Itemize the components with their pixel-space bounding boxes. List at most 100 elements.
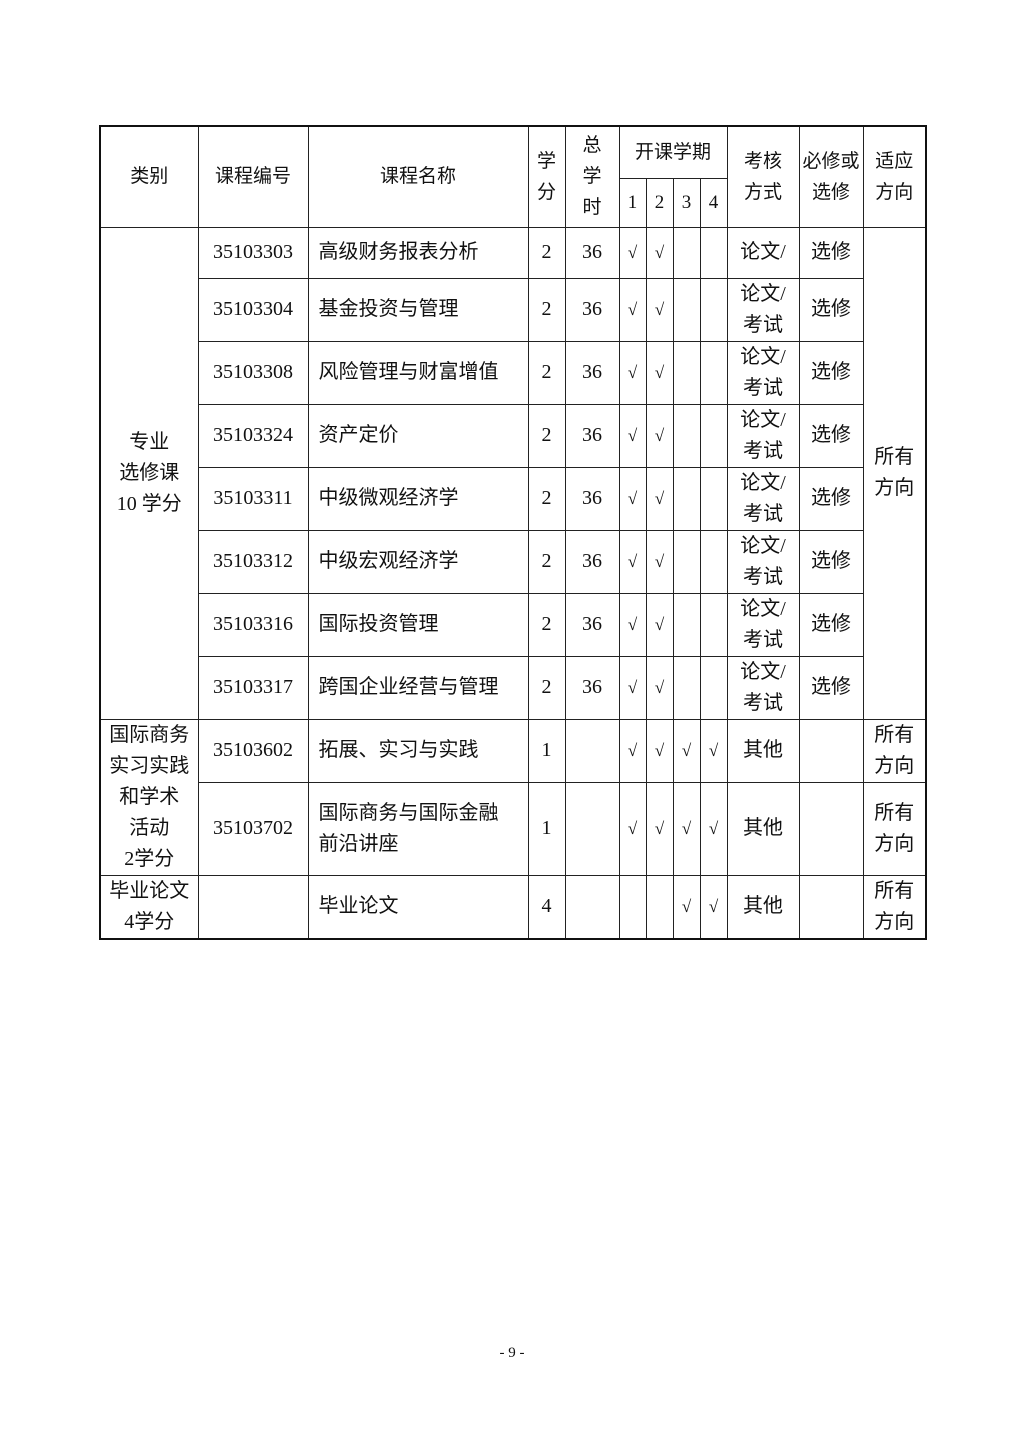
semester-4-empty bbox=[699, 340, 728, 405]
required-or-elective bbox=[798, 718, 864, 783]
course-name: 国际投资管理 bbox=[307, 592, 529, 657]
direction-cell: 所有 方向 bbox=[862, 718, 927, 783]
category-cell: 毕业论文 4学分 bbox=[99, 874, 199, 940]
total-hours bbox=[564, 718, 620, 783]
semester-3-empty bbox=[672, 277, 701, 342]
semester-3-check-icon: √ bbox=[672, 781, 701, 876]
course-code: 35103303 bbox=[197, 226, 309, 279]
header-name: 课程名称 bbox=[307, 125, 529, 228]
semester-1-check-icon: √ bbox=[618, 277, 647, 342]
semester-1-check-icon: √ bbox=[618, 781, 647, 876]
table-row: 国际商务 实习实践 和学术 活动 2学分 35103602 拓展、实习与实践 1 √ √ √… bbox=[99, 718, 927, 876]
total-hours: 36 bbox=[564, 403, 620, 468]
semester-3-empty bbox=[672, 340, 701, 405]
assessment-method: 论文/ 考试 bbox=[726, 340, 800, 405]
header-semester-3: 3 bbox=[672, 177, 701, 228]
semester-2-check-icon: √ bbox=[645, 718, 674, 783]
category-cell: 国际商务 实习实践 和学术 活动 2学分 bbox=[99, 718, 199, 876]
required-or-elective bbox=[798, 874, 864, 940]
semester-3-check-icon: √ bbox=[672, 718, 701, 783]
table-row: 专业 选修课 10 学分 35103303 高级财务报表分析 2 36 √ √ 论文/选修 所有… bbox=[99, 226, 927, 720]
semester-4-empty bbox=[699, 277, 728, 342]
course-code: 35103324 bbox=[197, 403, 309, 468]
semester-1-check-icon: √ bbox=[618, 718, 647, 783]
total-hours: 36 bbox=[564, 466, 620, 531]
page-number: - 9 - bbox=[499, 1345, 525, 1361]
semester-1-check-icon: √ bbox=[618, 226, 647, 279]
semester-2-check-icon: √ bbox=[645, 592, 674, 657]
semester-1-check-icon: √ bbox=[618, 592, 647, 657]
total-hours: 36 bbox=[564, 592, 620, 657]
semester-4-empty bbox=[699, 466, 728, 531]
course-name: 中级宏观经济学 bbox=[307, 529, 529, 594]
course-code bbox=[197, 874, 309, 940]
course-name: 中级微观经济学 bbox=[307, 466, 529, 531]
credits: 4 bbox=[527, 874, 566, 940]
credits: 2 bbox=[527, 466, 566, 531]
credits: 2 bbox=[527, 403, 566, 468]
course-name: 毕业论文 bbox=[307, 874, 529, 940]
semester-3-empty bbox=[672, 226, 701, 279]
semester-1-check-icon: √ bbox=[618, 340, 647, 405]
semester-3-empty bbox=[672, 655, 701, 720]
course-code: 35103316 bbox=[197, 592, 309, 657]
semester-2-check-icon: √ bbox=[645, 781, 674, 876]
semester-4-check-icon: √ bbox=[699, 718, 728, 783]
course-code: 35103702 bbox=[197, 781, 309, 876]
semester-3-empty bbox=[672, 466, 701, 531]
header-semester: 开课学期 bbox=[618, 125, 728, 179]
assessment-method: 论文/ 考试 bbox=[726, 592, 800, 657]
assessment-method: 论文/ 考试 bbox=[726, 655, 800, 720]
header-semester-1: 1 bbox=[618, 177, 647, 228]
total-hours: 36 bbox=[564, 277, 620, 342]
table-row: 35103312 中级宏观经济学 2 36 √ √ 论文/ 考试 选修 bbox=[100, 529, 926, 594]
semester-4-check-icon: √ bbox=[699, 874, 728, 940]
total-hours: 36 bbox=[564, 529, 620, 594]
semester-4-empty bbox=[699, 655, 728, 720]
course-name: 国际商务与国际金融 前沿讲座 bbox=[307, 781, 529, 876]
category-cell: 专业 选修课 10 学分 bbox=[99, 226, 199, 720]
course-name: 基金投资与管理 bbox=[307, 277, 529, 342]
total-hours: 36 bbox=[564, 655, 620, 720]
semester-4-empty bbox=[699, 403, 728, 468]
course-name: 资产定价 bbox=[307, 403, 529, 468]
assessment-method: 论文/ 考试 bbox=[726, 277, 800, 342]
required-or-elective: 选修 bbox=[798, 655, 864, 720]
table-row: 35103311 中级微观经济学 2 36 √ √ 论文/ 考试 选修 bbox=[100, 466, 926, 531]
header-category: 类别 bbox=[99, 125, 199, 228]
header-hours: 总 学 时 bbox=[564, 125, 620, 228]
total-hours: 36 bbox=[564, 340, 620, 405]
required-or-elective: 选修 bbox=[798, 403, 864, 468]
semester-4-check-icon: √ bbox=[699, 781, 728, 876]
semester-1-check-icon: √ bbox=[618, 403, 647, 468]
course-rows: 专业 选修课 10 学分 35103303 高级财务报表分析 2 36 √ √ 论文/选修 所有… bbox=[99, 226, 927, 940]
assessment-method: 其他 bbox=[726, 781, 800, 876]
direction-cell: 所有 方向 bbox=[862, 874, 927, 940]
semester-1-check-icon: √ bbox=[618, 529, 647, 594]
semester-2-check-icon: √ bbox=[645, 529, 674, 594]
credits: 2 bbox=[527, 592, 566, 657]
semester-2-check-icon: √ bbox=[645, 340, 674, 405]
table-row: 毕业论文 4学分 毕业论文 4 √ √ 其他 所有 方向 bbox=[99, 874, 927, 940]
direction-cell: 所有 方向 bbox=[862, 226, 927, 720]
credits: 2 bbox=[527, 340, 566, 405]
semester-1-check-icon: √ bbox=[618, 655, 647, 720]
course-table: 类别 课程编号 课程名称 学 分 总 学 时 开课学期 考核 方式 必修或 选修… bbox=[99, 125, 928, 940]
table-row: 35103702 国际商务与国际金融 前沿讲座 1 √ √ √ √ 其他 所有 方向 bbox=[100, 781, 927, 876]
semester-4-empty bbox=[699, 529, 728, 594]
total-hours bbox=[564, 781, 620, 876]
semester-3-empty bbox=[672, 403, 701, 468]
header-assessment: 考核 方式 bbox=[726, 125, 800, 228]
course-name: 拓展、实习与实践 bbox=[307, 718, 529, 783]
total-hours: 36 bbox=[564, 226, 620, 279]
required-or-elective: 选修 bbox=[798, 592, 864, 657]
semester-4-empty bbox=[699, 592, 728, 657]
assessment-method: 论文/ 考试 bbox=[726, 403, 800, 468]
course-code: 35103304 bbox=[197, 277, 309, 342]
semester-2-check-icon: √ bbox=[645, 466, 674, 531]
table-row: 35103317 跨国企业经营与管理 2 36 √ √ 论文/ 考试 选修 bbox=[100, 655, 926, 720]
semester-2-empty bbox=[645, 874, 674, 940]
semester-3-check-icon: √ bbox=[672, 874, 701, 940]
required-or-elective: 选修 bbox=[798, 529, 864, 594]
course-code: 35103602 bbox=[197, 718, 309, 783]
